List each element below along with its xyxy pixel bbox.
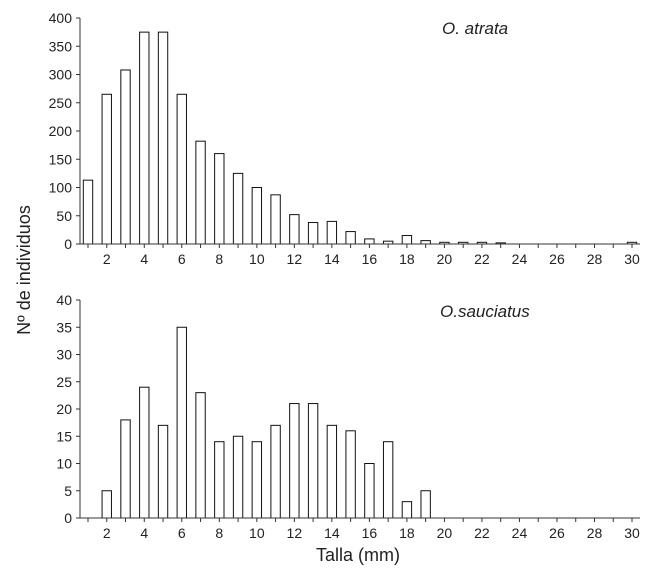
bar-bottom-18 bbox=[401, 501, 413, 519]
bar-bottom-13 bbox=[307, 403, 319, 519]
bar-top-7 bbox=[195, 140, 206, 245]
y-tick-label-bottom-40: 40 bbox=[56, 292, 72, 308]
bar-top-14 bbox=[326, 220, 338, 245]
x-tick-label-top-8: 8 bbox=[215, 251, 223, 267]
bar-top-5 bbox=[157, 31, 169, 245]
bar-bottom-15 bbox=[345, 430, 356, 519]
bar-bottom-9 bbox=[232, 435, 244, 519]
bar-top-12 bbox=[289, 214, 300, 245]
x-tick-label-bottom-8: 8 bbox=[215, 525, 223, 541]
x-tick-label-bottom-14: 14 bbox=[324, 525, 340, 541]
x-tick-label-top-22: 22 bbox=[474, 251, 490, 267]
x-tick-label-bottom-30: 30 bbox=[624, 525, 640, 541]
y-axis-title: Nº de individuos bbox=[14, 205, 34, 335]
bar-bottom-11 bbox=[270, 424, 281, 519]
x-tick-label-top-28: 28 bbox=[587, 251, 603, 267]
y-tick-label-bottom-20: 20 bbox=[56, 401, 72, 417]
bar-top-9 bbox=[232, 172, 244, 245]
x-tick-label-top-16: 16 bbox=[362, 251, 378, 267]
bar-bottom-19 bbox=[420, 490, 431, 519]
x-tick-label-top-26: 26 bbox=[549, 251, 565, 267]
x-tick-label-bottom-10: 10 bbox=[249, 525, 265, 541]
bar-bottom-14 bbox=[326, 424, 338, 519]
y-tick-label-bottom-15: 15 bbox=[56, 428, 72, 444]
y-tick-label-bottom-30: 30 bbox=[56, 347, 72, 363]
bar-top-10 bbox=[251, 187, 263, 245]
bar-bottom-7 bbox=[195, 392, 206, 519]
bar-top-2 bbox=[101, 93, 112, 245]
bar-bottom-17 bbox=[382, 441, 394, 519]
x-tick-label-bottom-20: 20 bbox=[437, 525, 453, 541]
x-tick-label-top-24: 24 bbox=[512, 251, 528, 267]
x-tick-label-top-30: 30 bbox=[624, 251, 640, 267]
panel-bottom-species-label: O.sauciatus bbox=[440, 302, 530, 321]
x-tick-label-bottom-24: 24 bbox=[512, 525, 528, 541]
x-tick-label-bottom-12: 12 bbox=[287, 525, 303, 541]
bar-top-4 bbox=[139, 31, 150, 245]
y-tick-label-bottom-35: 35 bbox=[56, 319, 72, 335]
bar-top-8 bbox=[214, 153, 225, 245]
bar-bottom-5 bbox=[157, 424, 169, 519]
y-tick-label-top-300: 300 bbox=[49, 67, 73, 83]
x-tick-label-top-12: 12 bbox=[287, 251, 303, 267]
y-tick-label-top-350: 350 bbox=[49, 38, 73, 54]
y-tick-label-top-150: 150 bbox=[49, 151, 73, 167]
bar-bottom-4 bbox=[139, 386, 150, 519]
x-tick-label-bottom-22: 22 bbox=[474, 525, 490, 541]
x-tick-label-bottom-16: 16 bbox=[362, 525, 378, 541]
panel-top-species-label: O. atrata bbox=[442, 19, 508, 38]
bar-bottom-16 bbox=[364, 463, 375, 519]
y-tick-label-top-400: 400 bbox=[49, 10, 73, 26]
bar-bottom-6 bbox=[176, 326, 187, 519]
y-tick-label-top-250: 250 bbox=[49, 95, 73, 111]
bar-bottom-2 bbox=[101, 490, 112, 519]
x-tick-label-bottom-4: 4 bbox=[140, 525, 148, 541]
bar-bottom-3 bbox=[120, 419, 131, 519]
x-tick-label-top-14: 14 bbox=[324, 251, 340, 267]
bar-top-15 bbox=[345, 231, 356, 245]
y-tick-label-bottom-10: 10 bbox=[56, 456, 72, 472]
x-tick-label-bottom-26: 26 bbox=[549, 525, 565, 541]
y-tick-label-bottom-5: 5 bbox=[64, 483, 72, 499]
x-tick-label-bottom-18: 18 bbox=[399, 525, 415, 541]
y-tick-label-bottom-0: 0 bbox=[64, 510, 72, 526]
bar-bottom-12 bbox=[289, 403, 300, 519]
y-tick-label-top-100: 100 bbox=[49, 180, 73, 196]
bar-bottom-10 bbox=[251, 441, 263, 519]
y-tick-label-top-200: 200 bbox=[49, 123, 73, 139]
y-tick-label-bottom-25: 25 bbox=[56, 374, 72, 390]
bar-top-18 bbox=[401, 235, 413, 245]
x-tick-label-bottom-28: 28 bbox=[587, 525, 603, 541]
x-tick-label-top-2: 2 bbox=[103, 251, 111, 267]
x-axis-title: Talla (mm) bbox=[316, 545, 400, 565]
x-tick-label-top-4: 4 bbox=[140, 251, 148, 267]
y-tick-label-top-50: 50 bbox=[56, 208, 72, 224]
x-tick-label-top-10: 10 bbox=[249, 251, 265, 267]
bar-bottom-8 bbox=[214, 441, 225, 519]
bar-top-1 bbox=[82, 179, 94, 245]
bar-top-16 bbox=[364, 238, 375, 245]
bar-top-19 bbox=[420, 240, 431, 245]
x-tick-label-top-20: 20 bbox=[437, 251, 453, 267]
x-tick-label-bottom-6: 6 bbox=[178, 525, 186, 541]
x-tick-label-top-18: 18 bbox=[399, 251, 415, 267]
x-tick-label-bottom-2: 2 bbox=[103, 525, 111, 541]
bar-top-11 bbox=[270, 194, 281, 245]
x-tick-label-top-6: 6 bbox=[178, 251, 186, 267]
bar-top-6 bbox=[176, 93, 187, 245]
y-tick-label-top-0: 0 bbox=[64, 236, 72, 252]
bar-top-3 bbox=[120, 69, 131, 245]
bar-top-13 bbox=[307, 222, 319, 245]
